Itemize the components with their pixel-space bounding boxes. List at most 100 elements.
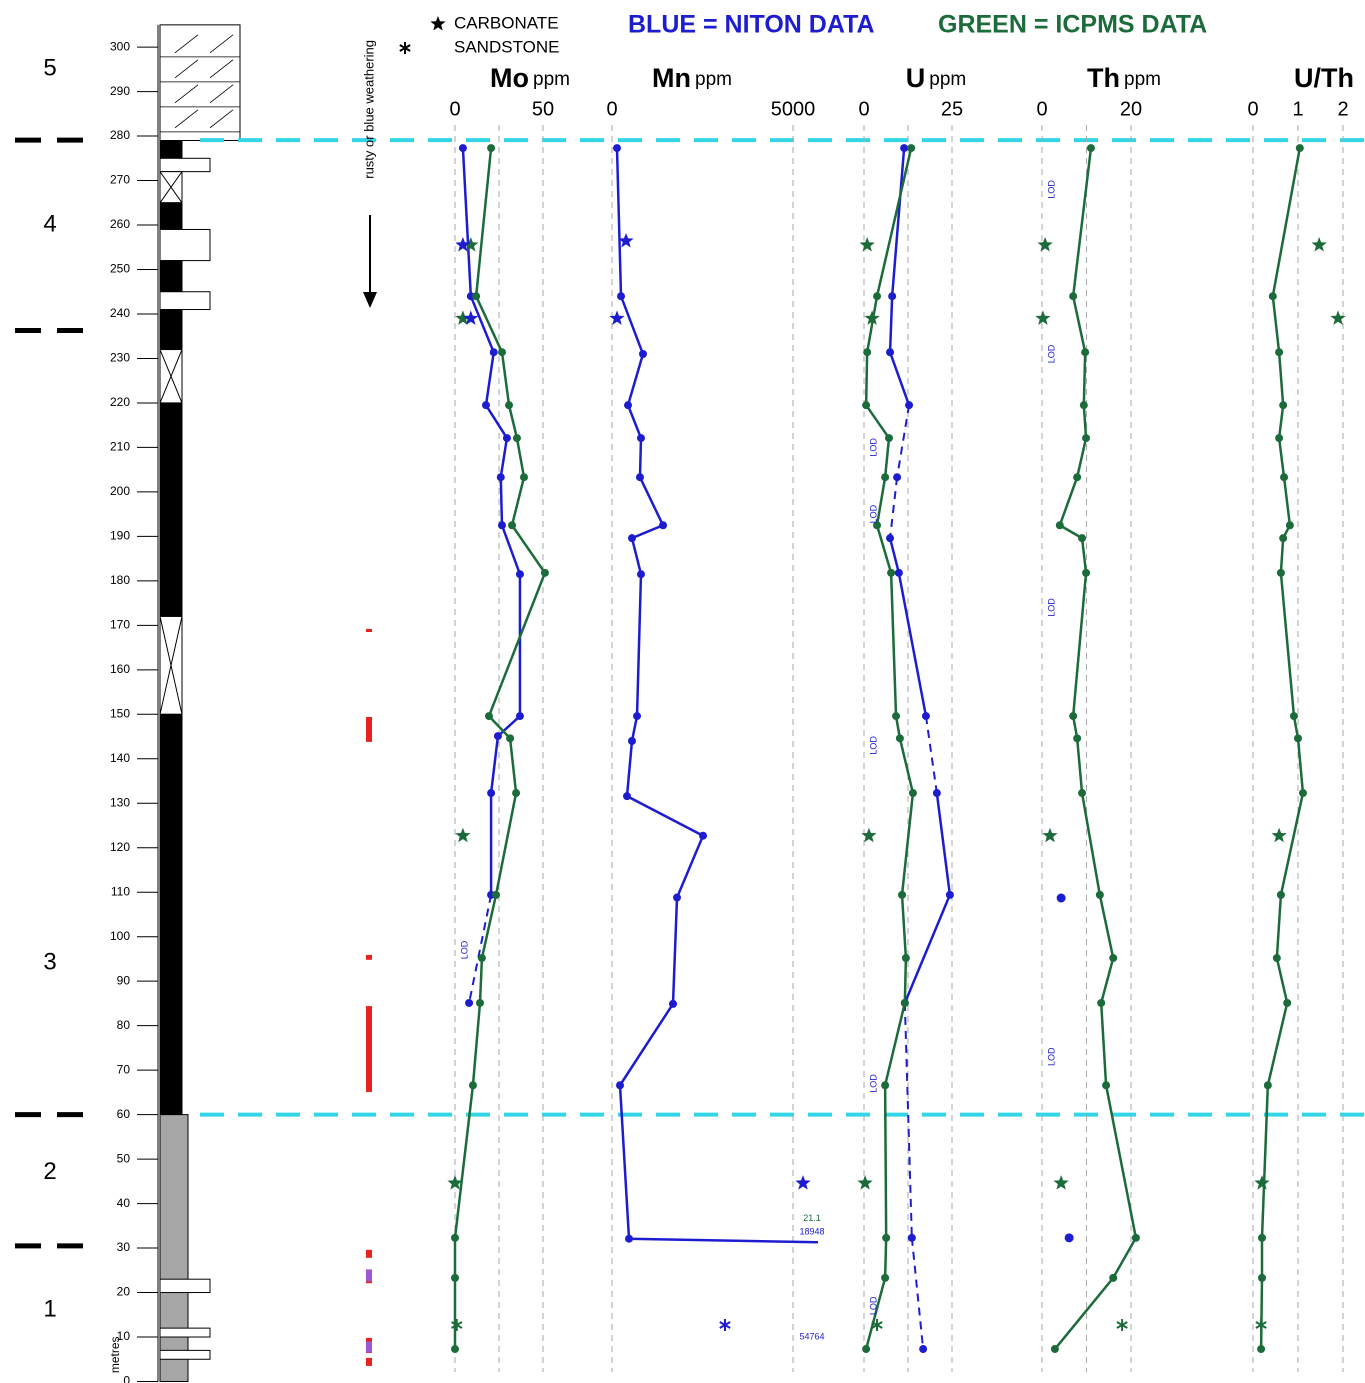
weathering-interval — [366, 1006, 372, 1092]
data-point — [1286, 521, 1294, 529]
y-tick-label: 210 — [110, 440, 130, 454]
y-tick-label: 40 — [117, 1196, 131, 1210]
lod-connector — [926, 716, 937, 793]
data-point — [885, 434, 893, 442]
data-point — [1258, 1274, 1266, 1282]
y-tick-label: 50 — [117, 1151, 131, 1165]
y-tick-label: 30 — [117, 1240, 131, 1254]
data-point — [478, 954, 486, 962]
x-tick-label: 0 — [1036, 98, 1047, 120]
x-tick-label: 0 — [858, 98, 869, 120]
x-tick-label: 25 — [941, 98, 963, 120]
y-tick-label: 70 — [117, 1062, 131, 1076]
data-point — [1290, 712, 1298, 720]
y-tick-label: 250 — [110, 262, 130, 276]
data-point — [863, 348, 871, 356]
weathering-interval — [366, 1358, 372, 1366]
data-point — [497, 473, 505, 481]
carbonate-sample — [857, 1175, 872, 1190]
data-point — [699, 832, 707, 840]
panel-unit: ppm — [1124, 69, 1161, 90]
data-point — [669, 1000, 677, 1008]
lod-label: LOD — [1046, 1047, 1056, 1066]
data-point — [888, 292, 896, 300]
data-point — [1057, 894, 1066, 903]
data-point — [881, 1081, 889, 1089]
data-point — [909, 789, 917, 797]
x-tick-label: 5000 — [771, 98, 816, 120]
data-point — [1078, 534, 1086, 542]
data-point — [1264, 1081, 1272, 1089]
data-point — [895, 569, 903, 577]
data-point — [520, 473, 528, 481]
data-point — [639, 350, 647, 358]
lithology-bed — [160, 310, 182, 350]
panel-title: Mnppm — [652, 63, 732, 93]
lod-label: LOD — [868, 1296, 878, 1315]
data-point — [476, 999, 484, 1007]
data-point — [1109, 954, 1117, 962]
data-point — [451, 1345, 459, 1353]
value-label: 21.1 — [803, 1213, 821, 1223]
data-point — [636, 473, 644, 481]
data-point — [1102, 1081, 1110, 1089]
weathering-interval — [366, 717, 372, 742]
data-point — [919, 1345, 927, 1353]
data-point — [625, 1235, 633, 1243]
data-point — [896, 734, 904, 742]
legend-text: BLUE = NITON DATA — [628, 11, 875, 39]
y-tick-label: 150 — [110, 706, 130, 720]
y-tick-label: 170 — [110, 618, 130, 632]
data-point — [1258, 1234, 1266, 1242]
series-line — [1055, 148, 1136, 1349]
carbonate-sample — [860, 237, 875, 252]
data-point — [1082, 569, 1090, 577]
carbonate-sample — [1054, 1175, 1069, 1190]
data-point — [907, 144, 915, 152]
data-point — [465, 999, 473, 1007]
data-point — [886, 348, 894, 356]
y-tick-label: 300 — [110, 39, 130, 53]
y-tick-label: 190 — [110, 529, 130, 543]
weathering-interval — [366, 1269, 372, 1281]
data-point — [946, 891, 954, 899]
series-line — [1261, 148, 1303, 1349]
data-point — [1073, 473, 1081, 481]
lithology-bed — [160, 158, 210, 171]
data-point — [882, 1234, 890, 1242]
data-point — [1283, 999, 1291, 1007]
lithology-bed — [160, 1328, 210, 1337]
y-tick-label: 230 — [110, 351, 130, 365]
data-point — [1109, 1274, 1117, 1282]
lithology-bed — [160, 229, 210, 260]
carbonate-sample — [1312, 237, 1327, 252]
data-point — [451, 1274, 459, 1282]
lod-label: LOD — [868, 504, 878, 523]
x-tick-label: 1 — [1292, 98, 1303, 120]
y-tick-label: 290 — [110, 84, 130, 98]
y-tick-label: 80 — [117, 1018, 131, 1032]
y-tick-label: 140 — [110, 751, 130, 765]
sandstone-sample — [452, 1319, 462, 1331]
page: 0102030405060708090100110120130140150160… — [0, 0, 1365, 1383]
data-point — [1096, 891, 1104, 899]
data-point — [898, 891, 906, 899]
data-point — [1069, 292, 1077, 300]
lod-connector — [890, 477, 897, 538]
data-point — [505, 401, 513, 409]
data-point — [1051, 1345, 1059, 1353]
data-point — [1078, 789, 1086, 797]
data-point — [498, 348, 506, 356]
data-point — [512, 789, 520, 797]
y-tick-label: 270 — [110, 173, 130, 187]
data-point — [1280, 473, 1288, 481]
data-point — [516, 712, 524, 720]
lithology-bed — [160, 292, 210, 310]
annotation-arrowhead — [363, 292, 377, 308]
data-point — [673, 894, 681, 902]
data-point — [451, 1234, 459, 1242]
data-point — [1294, 734, 1302, 742]
data-point — [862, 401, 870, 409]
carbonate-sample — [1042, 828, 1057, 843]
data-point — [628, 737, 636, 745]
